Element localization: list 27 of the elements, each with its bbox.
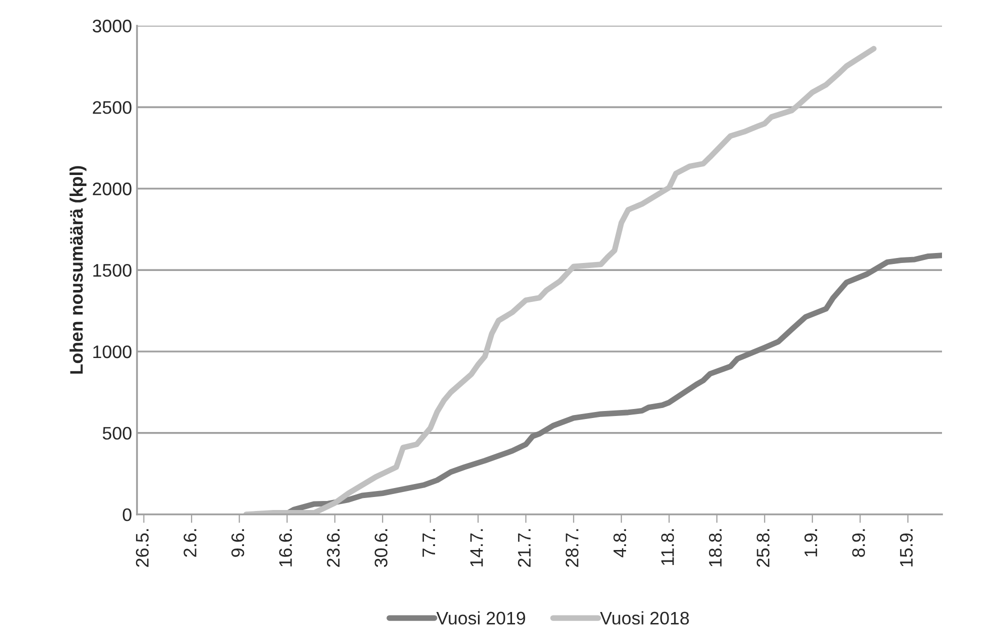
y-tick-label: 500 <box>102 426 132 440</box>
x-tick-label: 7.7. <box>422 529 436 557</box>
x-tick-label: 8.9. <box>852 529 865 557</box>
x-tick-label: 21.7. <box>518 529 531 567</box>
y-tick-label: 1000 <box>93 345 132 358</box>
x-tick-label: 14.7. <box>470 529 483 566</box>
x-tick-label: 1.9. <box>804 529 818 556</box>
x-tick-label: 26.5. <box>136 529 149 567</box>
legend-label: Vuosi 2018 <box>600 611 689 625</box>
x-tick-label: 15.9. <box>900 529 913 566</box>
y-tick-label: 3000 <box>92 20 132 32</box>
y-axis-title: Lohen nousumäärä (kpl) <box>70 166 86 374</box>
x-tick-label: 16.6. <box>279 529 292 566</box>
x-tick-label: 4.8. <box>613 529 626 558</box>
x-tick-label: 25.8. <box>756 529 770 567</box>
y-tick-label: 2000 <box>92 182 132 196</box>
x-tick-label: 23.6. <box>326 529 340 567</box>
y-tick-label: 0 <box>122 508 132 522</box>
y-tick-label: 1500 <box>93 264 132 277</box>
legend-label: Vuosi 2019 <box>436 611 526 625</box>
x-tick-label: 9.6. <box>231 529 244 557</box>
x-tick-label: 30.6. <box>374 529 388 568</box>
x-tick-label: 28.7. <box>566 529 578 567</box>
y-tick-label: 2500 <box>92 101 132 114</box>
x-tick-label: 2.6. <box>184 529 196 557</box>
x-tick-label: 18.8. <box>708 529 722 566</box>
x-tick-label: 11.8. <box>661 529 674 566</box>
